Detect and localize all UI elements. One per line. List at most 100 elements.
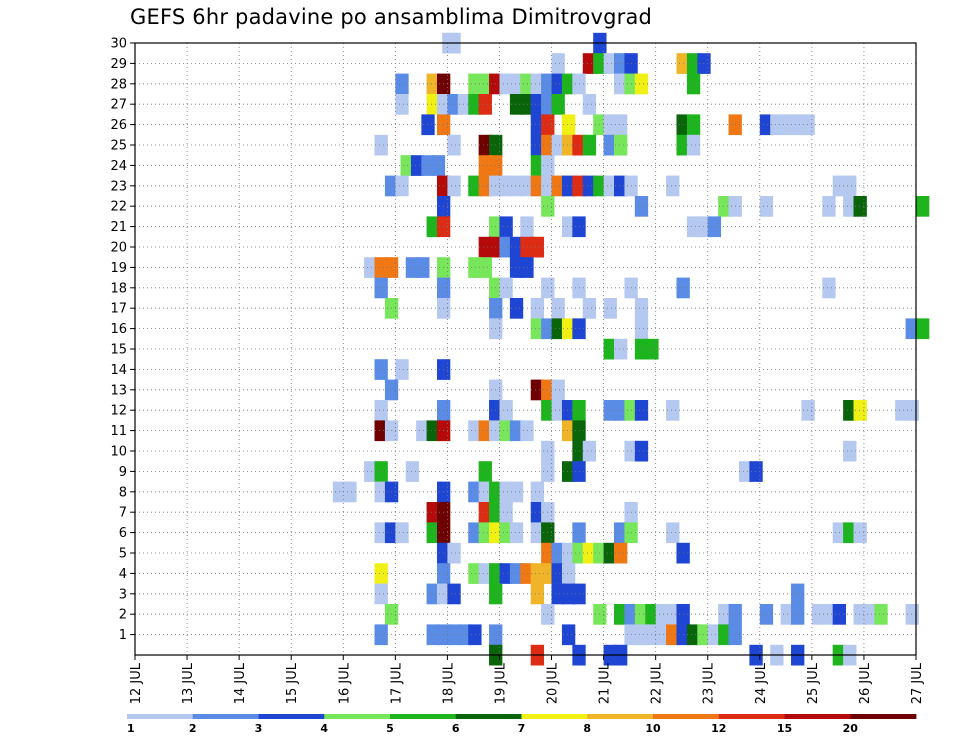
heatmap-cell <box>468 257 482 278</box>
heatmap-cell <box>431 155 446 176</box>
heatmap-cell <box>530 502 545 523</box>
x-tick-label: 20 JUL <box>546 662 561 704</box>
y-tick-label: 17 <box>110 302 127 317</box>
heatmap-cell <box>561 114 576 136</box>
heatmap-cell <box>374 461 388 482</box>
heatmap-cell <box>603 53 617 74</box>
heatmap-cell <box>395 73 409 95</box>
heatmap-cell <box>551 298 565 319</box>
heatmap-cell <box>561 461 576 482</box>
heatmap-cell <box>853 604 867 625</box>
heatmap-cell <box>530 73 545 95</box>
colorbar-label: 1 <box>127 722 135 735</box>
heatmap-cell <box>530 583 545 605</box>
heatmap-cell <box>364 461 378 482</box>
colorbar-swatch <box>127 714 194 719</box>
heatmap-cell <box>468 94 482 115</box>
heatmap-cell <box>614 73 628 95</box>
x-tick-label: 13 JUL <box>181 662 196 704</box>
colorbar-label: 8 <box>583 722 591 735</box>
heatmap-cell <box>551 94 565 115</box>
heatmap-cell <box>499 216 513 238</box>
y-tick-label: 12 <box>110 404 127 419</box>
heatmap-cell <box>738 461 753 482</box>
heatmap-cell <box>614 53 628 74</box>
heatmap-cell <box>655 624 669 646</box>
colorbar-label: 2 <box>189 722 197 735</box>
heatmap-cell <box>447 583 461 605</box>
heatmap-cell <box>457 94 472 115</box>
heatmap-cell <box>509 73 524 95</box>
heatmap-cell <box>509 420 524 442</box>
colorbar-swatch <box>324 714 391 719</box>
heatmap-cell <box>561 73 576 95</box>
heatmap-cell <box>603 338 617 360</box>
heatmap-cell <box>499 236 513 258</box>
heatmap-cell <box>551 73 565 95</box>
heatmap-cell <box>770 114 784 136</box>
heatmap-cell <box>634 604 649 625</box>
heatmap-cell <box>410 155 425 176</box>
colorbar-label: 6 <box>452 722 460 735</box>
colorbar-swatch <box>521 714 588 719</box>
colorbar-swatch <box>850 714 917 719</box>
x-tick-label: 27 JUL <box>910 662 925 704</box>
y-tick-label: 10 <box>110 445 127 460</box>
heatmap-cell <box>374 257 388 278</box>
heatmap-cell <box>509 257 524 278</box>
heatmap-cell <box>634 624 649 646</box>
y-tick-label: 4 <box>119 567 127 582</box>
heatmap-cell <box>509 94 524 115</box>
heatmap-cell <box>614 542 628 564</box>
heatmap-cell <box>561 216 576 238</box>
x-tick-label: 26 JUL <box>858 662 873 704</box>
heatmap-cell <box>395 175 409 197</box>
x-tick-label: 22 JUL <box>650 662 665 704</box>
colorbar-legend: 1 2 3 4 5 6 7 8 10 12 15 20 <box>127 714 917 735</box>
heatmap-cell <box>447 542 461 564</box>
heatmap-cell <box>749 461 763 482</box>
heatmap-cell <box>759 604 774 625</box>
heatmap-cell <box>603 134 617 156</box>
heatmap-cell <box>426 624 440 646</box>
heatmap-cell <box>843 196 857 217</box>
y-tick-label: 25 <box>110 139 127 154</box>
heatmap-cell <box>561 542 576 564</box>
heatmap-cell <box>426 73 440 95</box>
heatmap-cell <box>843 400 857 421</box>
heatmap-cell <box>582 542 597 564</box>
heatmap-cell <box>468 73 482 95</box>
heatmap-cell <box>405 461 420 482</box>
heatmap-cell <box>421 114 435 136</box>
heatmap-cell <box>499 502 513 523</box>
y-tick-label: 21 <box>110 220 127 235</box>
heatmap-cell <box>374 420 388 442</box>
x-axis: 12 JUL 13 JUL 14 JUL 15 JUL 16 JUL 17 JUL 18 J… <box>129 655 925 704</box>
heatmap-cell <box>791 583 805 605</box>
heatmap-cell <box>509 481 524 503</box>
heatmap-cell <box>551 318 565 340</box>
heatmap-cell <box>530 175 545 197</box>
y-tick-label: 1 <box>119 628 127 643</box>
heatmap-cell <box>478 420 492 442</box>
heatmap-cell <box>520 73 534 95</box>
heatmap-cell <box>582 175 597 197</box>
heatmap-cell <box>666 522 680 544</box>
y-tick-label: 9 <box>119 465 127 480</box>
heatmap-cell <box>614 175 628 197</box>
x-tick-label: 14 JUL <box>233 662 248 704</box>
heatmap-cell <box>666 400 680 421</box>
heatmap-cell <box>520 94 534 115</box>
heatmap-cell <box>447 624 461 646</box>
heatmap-cell <box>655 604 669 625</box>
heatmap-cell <box>520 420 534 442</box>
heatmap-cell <box>343 481 357 503</box>
heatmap-cell <box>843 175 857 197</box>
y-tick-label: 8 <box>119 485 127 500</box>
y-tick-label: 3 <box>119 587 127 602</box>
colorbar-label: 7 <box>518 722 526 735</box>
heatmap-cell <box>426 94 440 115</box>
heatmap-cell <box>614 522 628 544</box>
heatmap-cell <box>509 563 524 584</box>
